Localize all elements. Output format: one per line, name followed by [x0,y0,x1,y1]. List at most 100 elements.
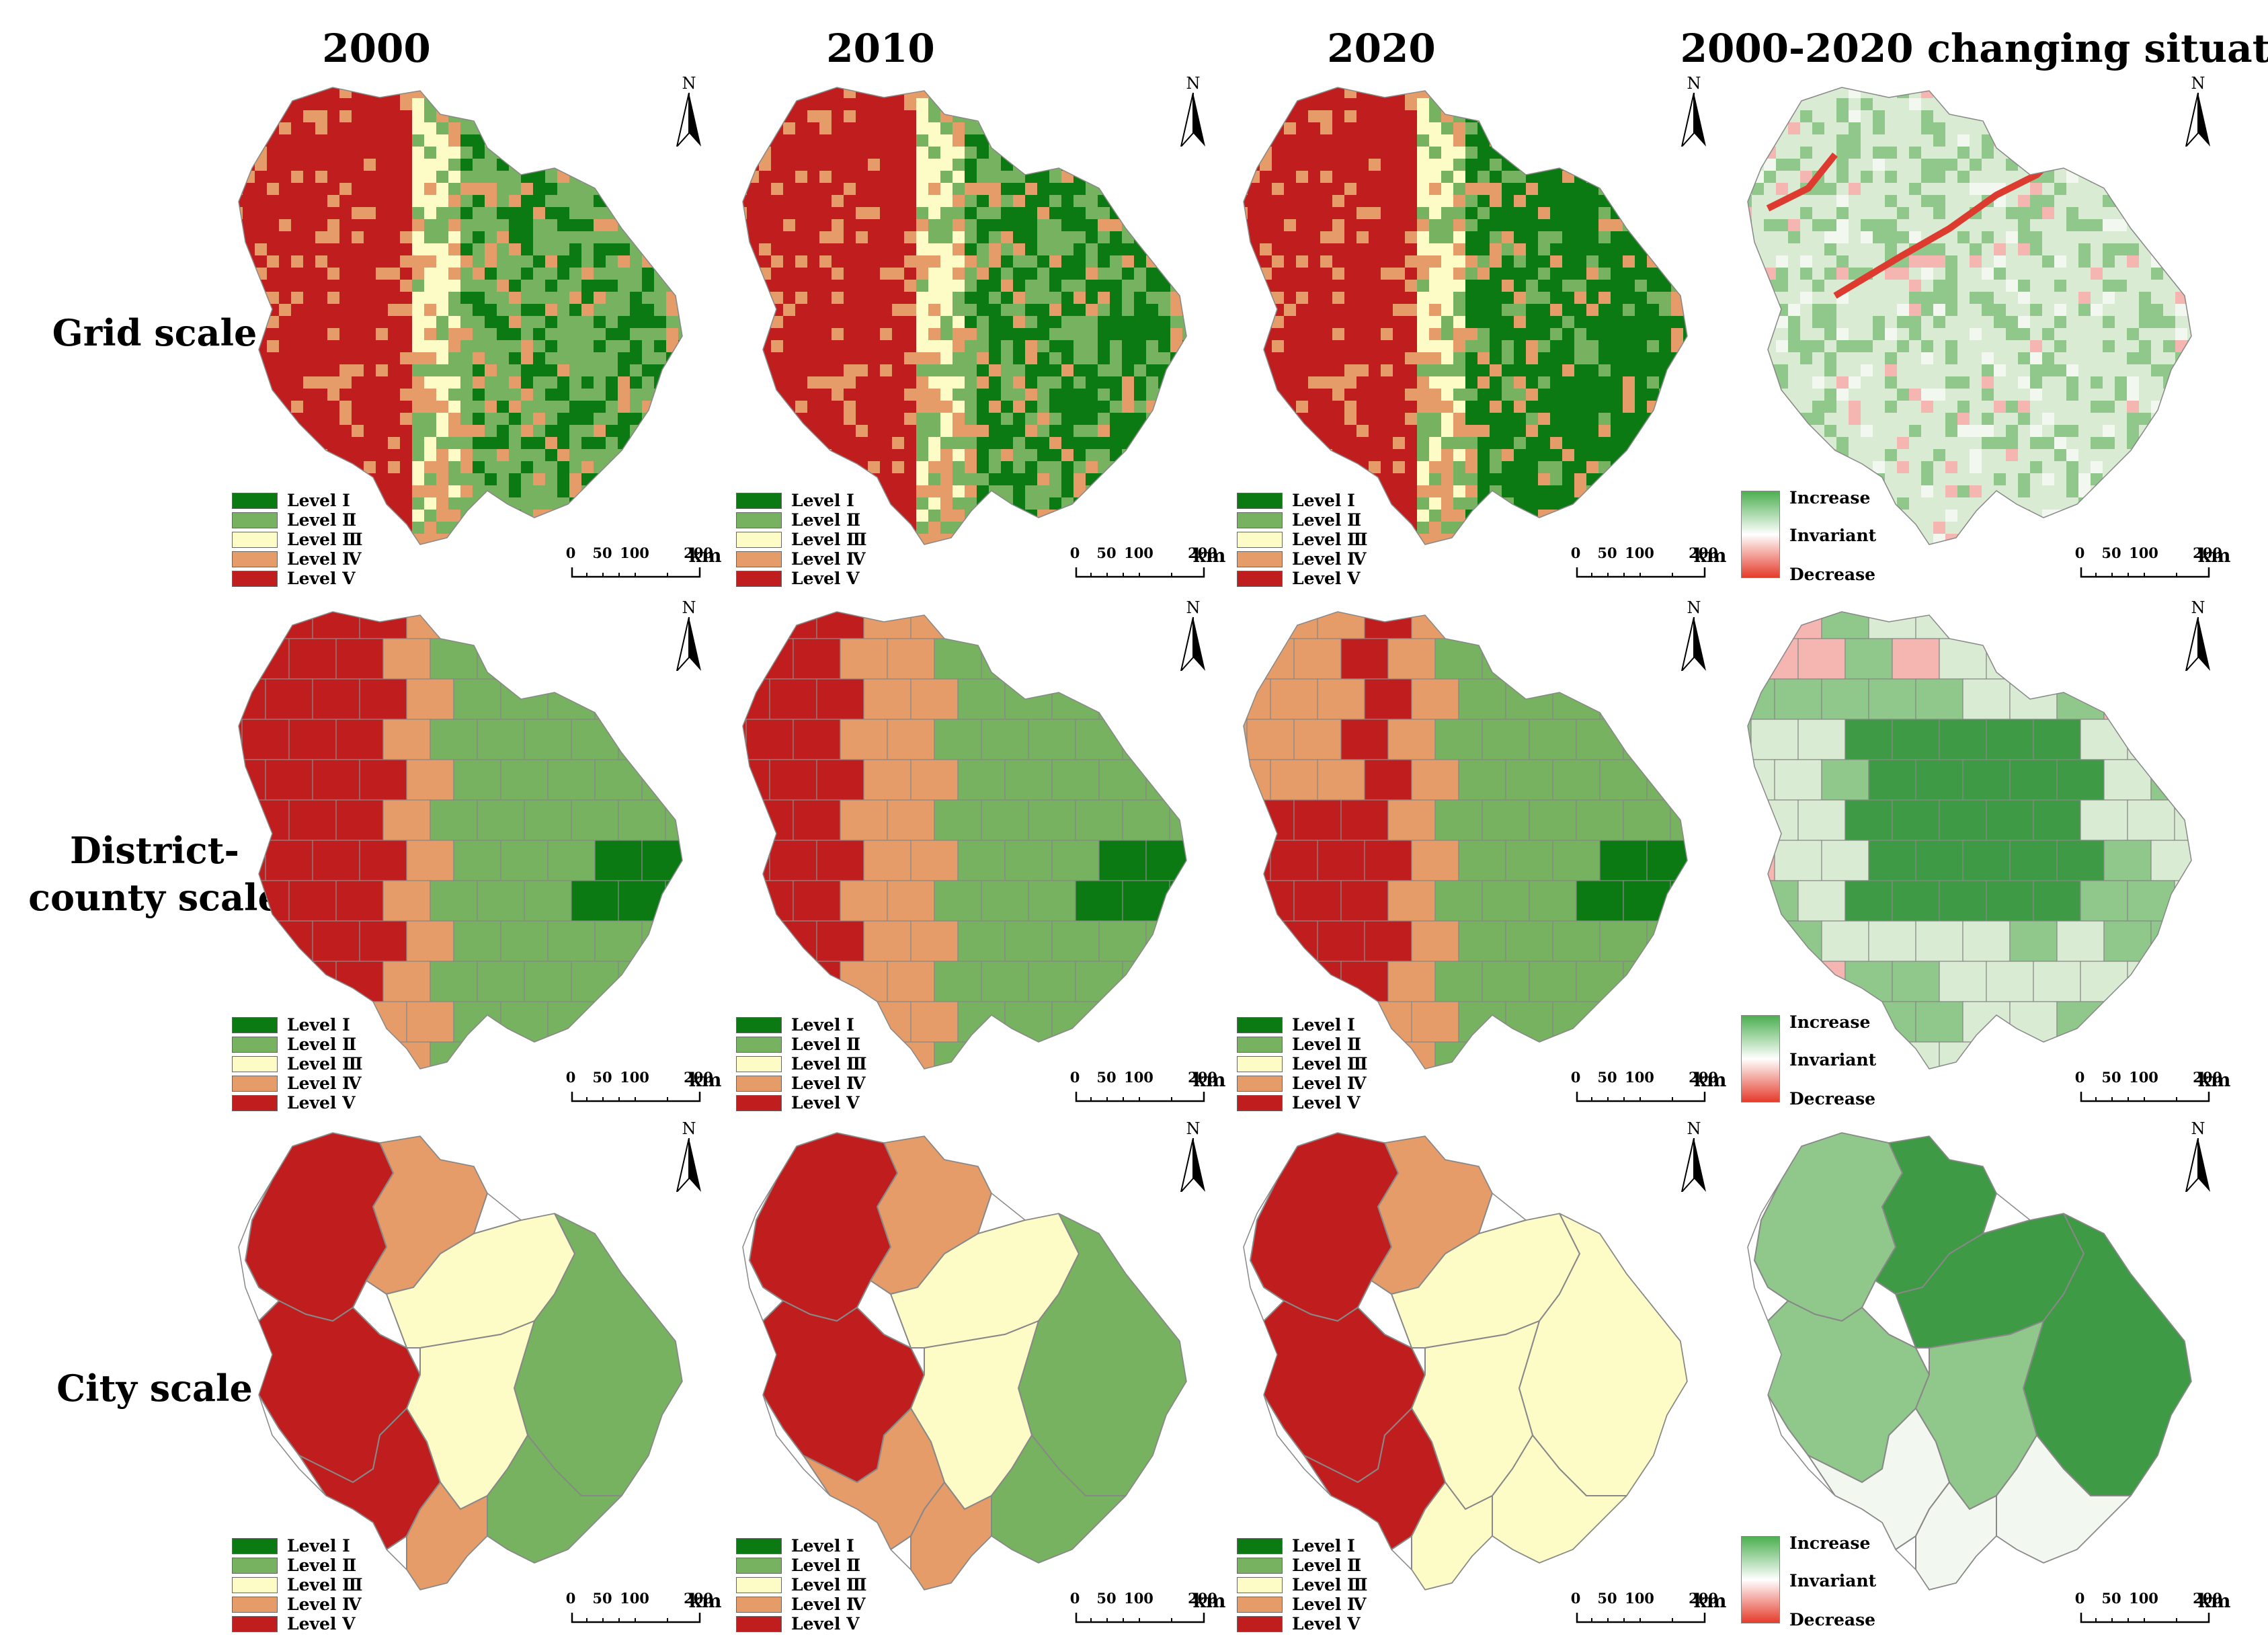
grid-cell [1647,389,1659,401]
grid-cell [1453,87,1465,98]
grid-cell [723,159,735,171]
grid-cell [485,243,497,255]
grid-cell [1502,98,1514,110]
grid-cell [1049,352,1061,364]
grid-cell [1332,74,1344,86]
grid-cell [1623,110,1635,122]
grid-cell [666,352,678,364]
grid-cell [940,207,953,219]
grid-cell [400,437,412,449]
grid-cell [1611,522,1623,534]
grid-cell [1158,449,1170,461]
grid-cell [1086,243,1098,255]
grid-cell [965,195,977,207]
grid-cell [1296,231,1308,243]
grid-cell [1393,255,1405,268]
grid-cell [364,316,376,328]
grid-cell [1764,74,1776,86]
grid-cell [1502,461,1514,473]
grid-cell [1296,389,1308,401]
grid-cell [1647,352,1659,364]
grid-cell [473,147,485,159]
grid-cell [1453,219,1465,231]
grid-cell [1598,74,1611,86]
grid-cell [594,292,606,304]
grid-cell [989,219,1001,231]
grid-cell [654,268,666,280]
grid-cell [1332,340,1344,352]
grid-cell [928,207,940,219]
grid-cell [630,485,642,497]
grid-cell [1308,74,1320,86]
grid-cell [678,522,682,534]
grid-cell [545,497,557,510]
grid-cell [1098,134,1110,147]
grid-cell [1453,207,1465,219]
grid-cell [606,461,618,473]
grid-cell [1356,110,1369,122]
grid-cell [1244,110,1248,122]
grid-cell [1025,98,1037,110]
grid-cell [1248,328,1260,340]
grid-cell [606,134,618,147]
grid-cell [940,268,953,280]
grid-cell [218,449,231,461]
grid-cell [1562,134,1574,147]
grid-cell [352,74,364,86]
grid-cell [1776,98,1788,110]
grid-cell [1574,255,1586,268]
grid-cell [1369,280,1381,292]
grid-cell [807,280,819,292]
grid-cell [1194,522,1207,534]
grid-cell [485,364,497,376]
grid-cell [1122,74,1134,86]
grid-cell [327,122,339,134]
grid-cell [1284,255,1296,268]
grid-cell [1320,328,1332,340]
study-area-outline [1243,87,1688,545]
grid-cell [1182,497,1186,510]
grid-cell [352,340,364,352]
grid-cell [243,376,255,389]
grid-cell [581,243,594,255]
grid-cell [339,413,352,425]
grid-cell [1381,98,1393,110]
grid-cell [1013,510,1025,522]
legend-swatch [1237,492,1283,509]
grid-cell [424,183,436,195]
north-label: N [682,74,696,93]
grid-cell [485,316,497,328]
grid-cell [400,304,412,316]
grid-cell [448,316,460,328]
grid-cell [759,255,771,268]
grid-cell [412,243,424,255]
grid-cell [1502,522,1514,534]
grid-cell [1671,243,1683,255]
grid-cell [485,171,497,183]
grid-cell [1170,449,1182,461]
grid-cell [267,292,279,304]
grid-cell [783,171,795,183]
grid-cell [795,122,807,134]
grid-cell [521,437,533,449]
grid-cell [1308,413,1320,425]
grid-cell [1441,207,1453,219]
grid-cell [1001,195,1013,207]
map-svg-r0-c1 [723,74,1207,545]
grid-cell [642,292,654,304]
grid-cell [1223,255,1236,268]
grid-cell [807,376,819,389]
grid-cell [448,219,460,231]
grid-cell [795,401,807,413]
grid-cell [1514,122,1526,134]
grid-cell [1244,473,1248,485]
grid-cell [1170,376,1182,389]
grid-cell [1502,340,1514,352]
grid-cell [618,87,630,98]
grid-cell [832,195,844,207]
grid-cell [856,207,868,219]
grid-cell [460,159,473,171]
grid-cell [509,159,521,171]
grid-cell [1659,328,1671,340]
grid-cell [940,147,953,159]
